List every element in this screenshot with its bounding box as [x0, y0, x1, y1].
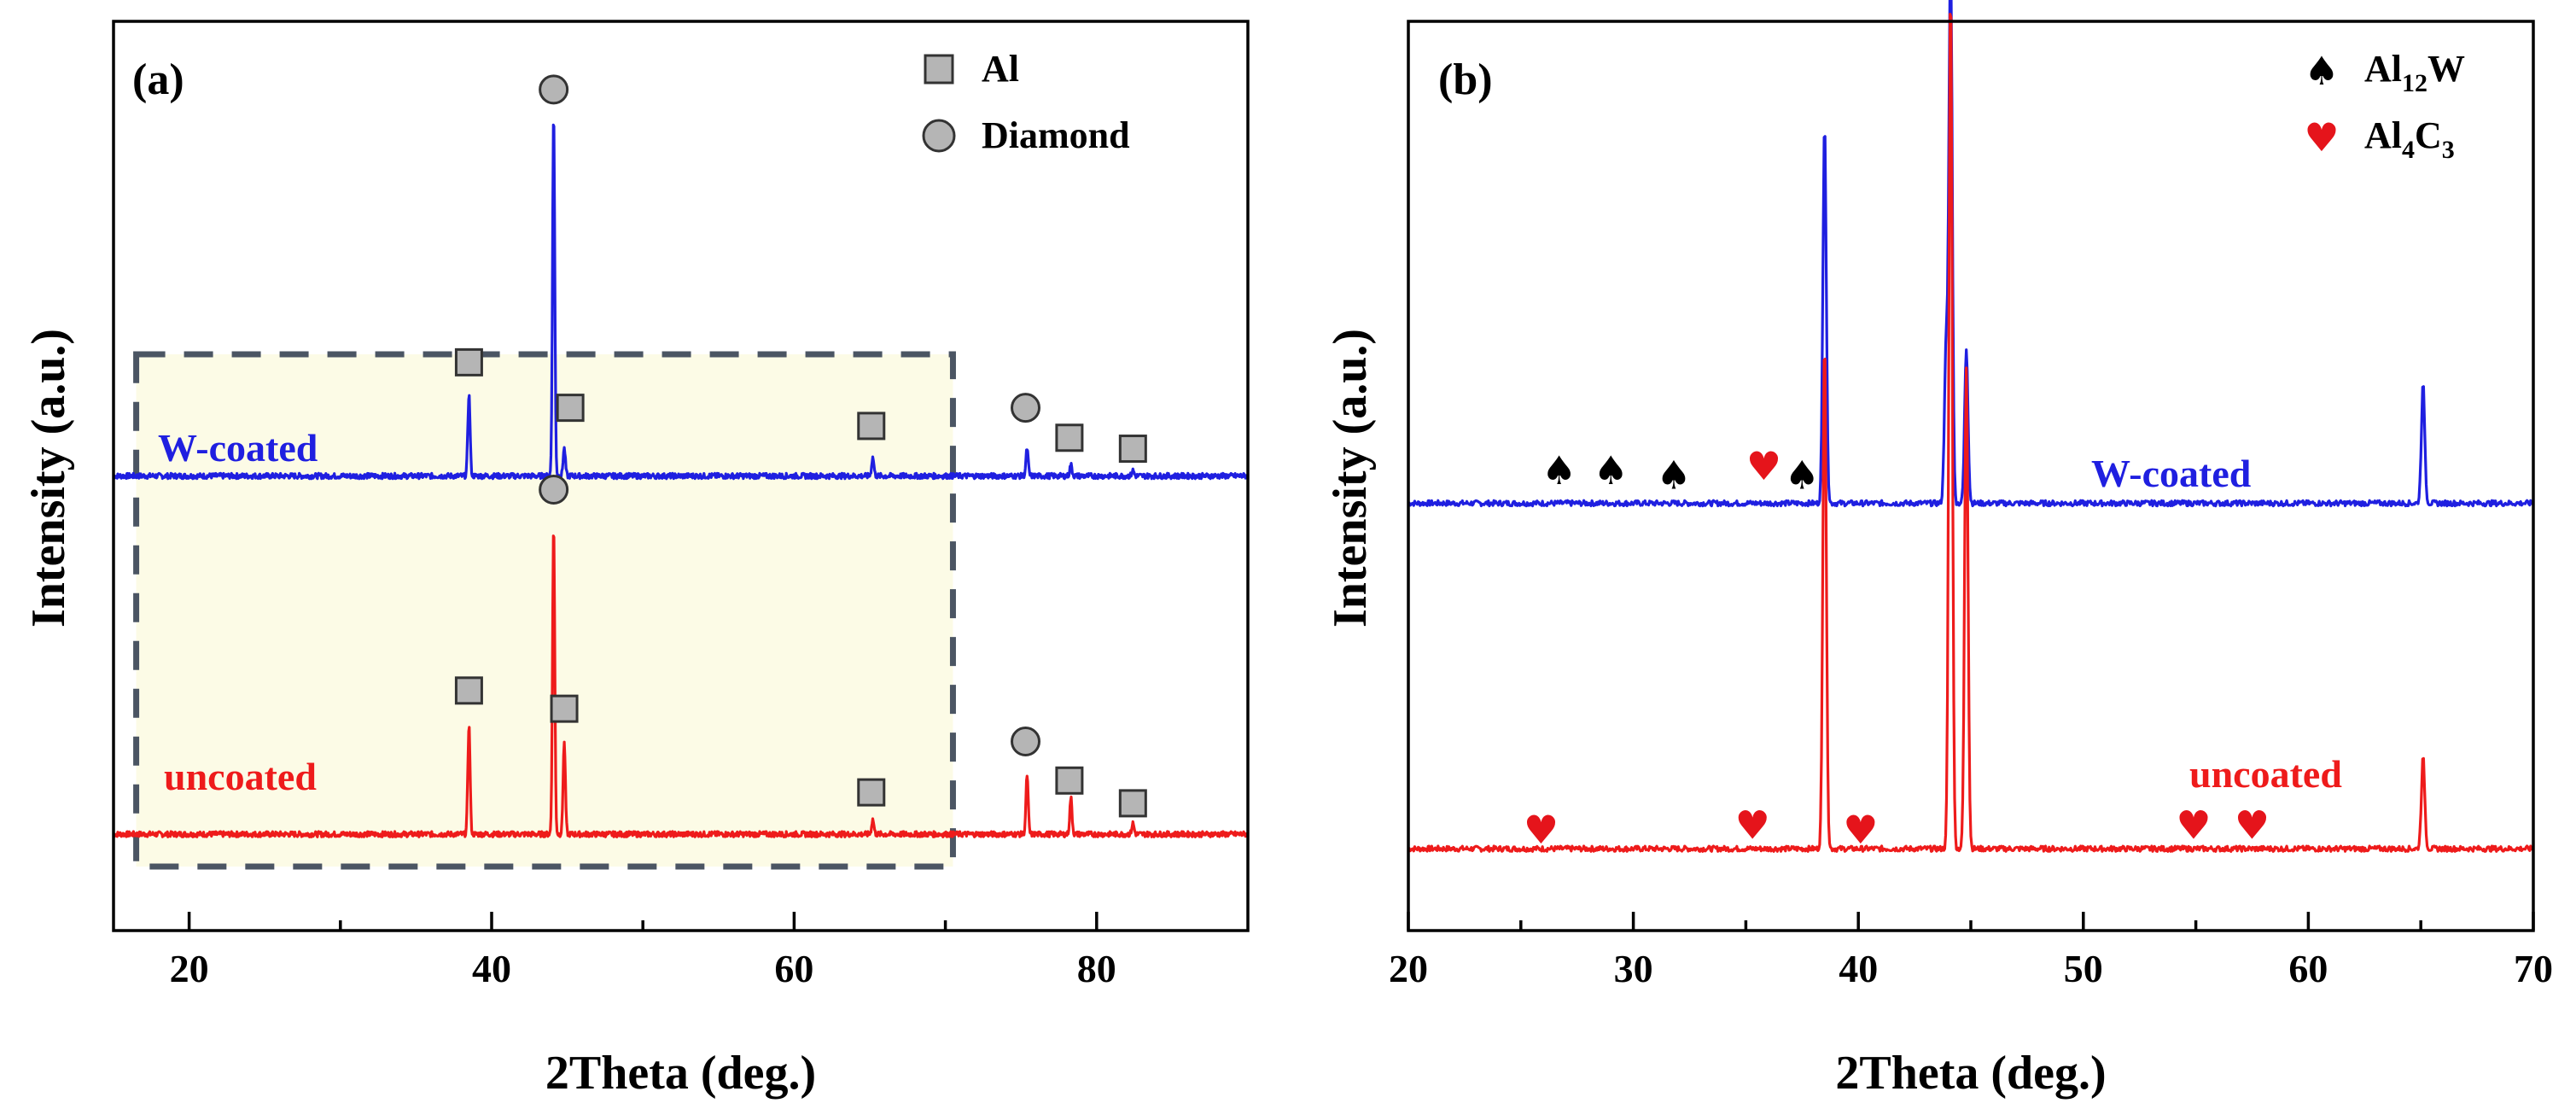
y-axis-title: Intensity (a.u.)	[22, 329, 75, 627]
al12w-marker: ♠	[1785, 452, 1820, 499]
series-label-w-coated: W-coated	[2091, 452, 2252, 495]
al-marker	[1118, 789, 1147, 818]
legend-circle-icon	[922, 119, 956, 153]
al12w-marker: ♠	[1542, 447, 1576, 493]
al12w-marker: ♠	[1594, 447, 1629, 493]
al-marker	[454, 676, 483, 705]
al-marker	[1055, 766, 1084, 795]
diamond-marker	[539, 474, 569, 505]
al4c3-marker: ♥	[2235, 803, 2270, 849]
x-tick-label: 20	[170, 947, 209, 990]
al4c3-marker: ♥	[1735, 803, 1770, 849]
al-marker	[550, 694, 579, 723]
legend-label: Al	[982, 48, 1019, 90]
x-tick-label: 80	[1077, 947, 1116, 990]
series-label-w-coated: W-coated	[158, 426, 318, 470]
x-axis-title: 2Theta (deg.)	[545, 1047, 816, 1100]
legend-label: Al12W	[2364, 48, 2465, 97]
x-tick-label: 30	[1614, 947, 1653, 990]
x-tick-label: 40	[1839, 947, 1878, 990]
x-tick-label: 40	[472, 947, 511, 990]
panel-label: (b)	[1438, 55, 1493, 104]
al-marker	[454, 347, 483, 376]
legend-label: Diamond	[982, 114, 1130, 156]
series-line-w-coated	[113, 123, 1250, 481]
legend-square-icon	[924, 54, 954, 85]
al-marker	[556, 394, 585, 423]
al4c3-marker: ♥	[2176, 803, 2211, 849]
panel-b-chart: ♠ ♠ ♠ ♥ ♠♥ ♥ ♥ ♥ ♥20 30 40 50 60 70(b)2Theta (deg.)In…	[1324, 0, 2553, 1100]
y-axis-title: Intensity (a.u.)	[1324, 329, 1377, 627]
legend-heart-icon: ♥	[2304, 114, 2339, 161]
al4c3-marker: ♥	[1843, 807, 1878, 853]
al4c3-marker: ♥	[1524, 807, 1559, 853]
al-marker	[857, 778, 886, 807]
al-marker	[1055, 423, 1084, 452]
diamond-marker	[1011, 393, 1041, 423]
legend-label: Al4C3	[2364, 114, 2455, 164]
x-tick-label: 20	[1389, 947, 1428, 990]
x-tick-label: 50	[2064, 947, 2103, 990]
series-line-uncoated	[113, 534, 1250, 838]
x-tick-label: 60	[774, 947, 813, 990]
highlight-box	[133, 351, 956, 870]
diamond-marker	[1011, 726, 1041, 756]
x-tick-label: 60	[2288, 947, 2328, 990]
series-line-w-coated	[1407, 0, 2534, 508]
x-axis-title: 2Theta (deg.)	[1835, 1047, 2106, 1100]
al12w-marker: ♠	[1656, 452, 1691, 499]
x-tick-label: 70	[2514, 947, 2553, 990]
al-marker	[1118, 435, 1147, 464]
panel-label: (a)	[132, 55, 184, 104]
series-label-uncoated: uncoated	[164, 755, 317, 798]
panel-a-chart: 20 40 60 80 (a) 2Theta (deg.) Intensity (a.u.)…	[22, 20, 1250, 1100]
series-line-uncoated	[1407, 13, 2534, 853]
al-marker	[857, 411, 886, 441]
legend-spade-icon: ♠	[2304, 48, 2339, 94]
diamond-marker	[539, 74, 569, 105]
al4c3-marker: ♥	[1746, 443, 1781, 489]
series-label-uncoated: uncoated	[2189, 752, 2342, 796]
plot-frame	[112, 20, 1250, 932]
